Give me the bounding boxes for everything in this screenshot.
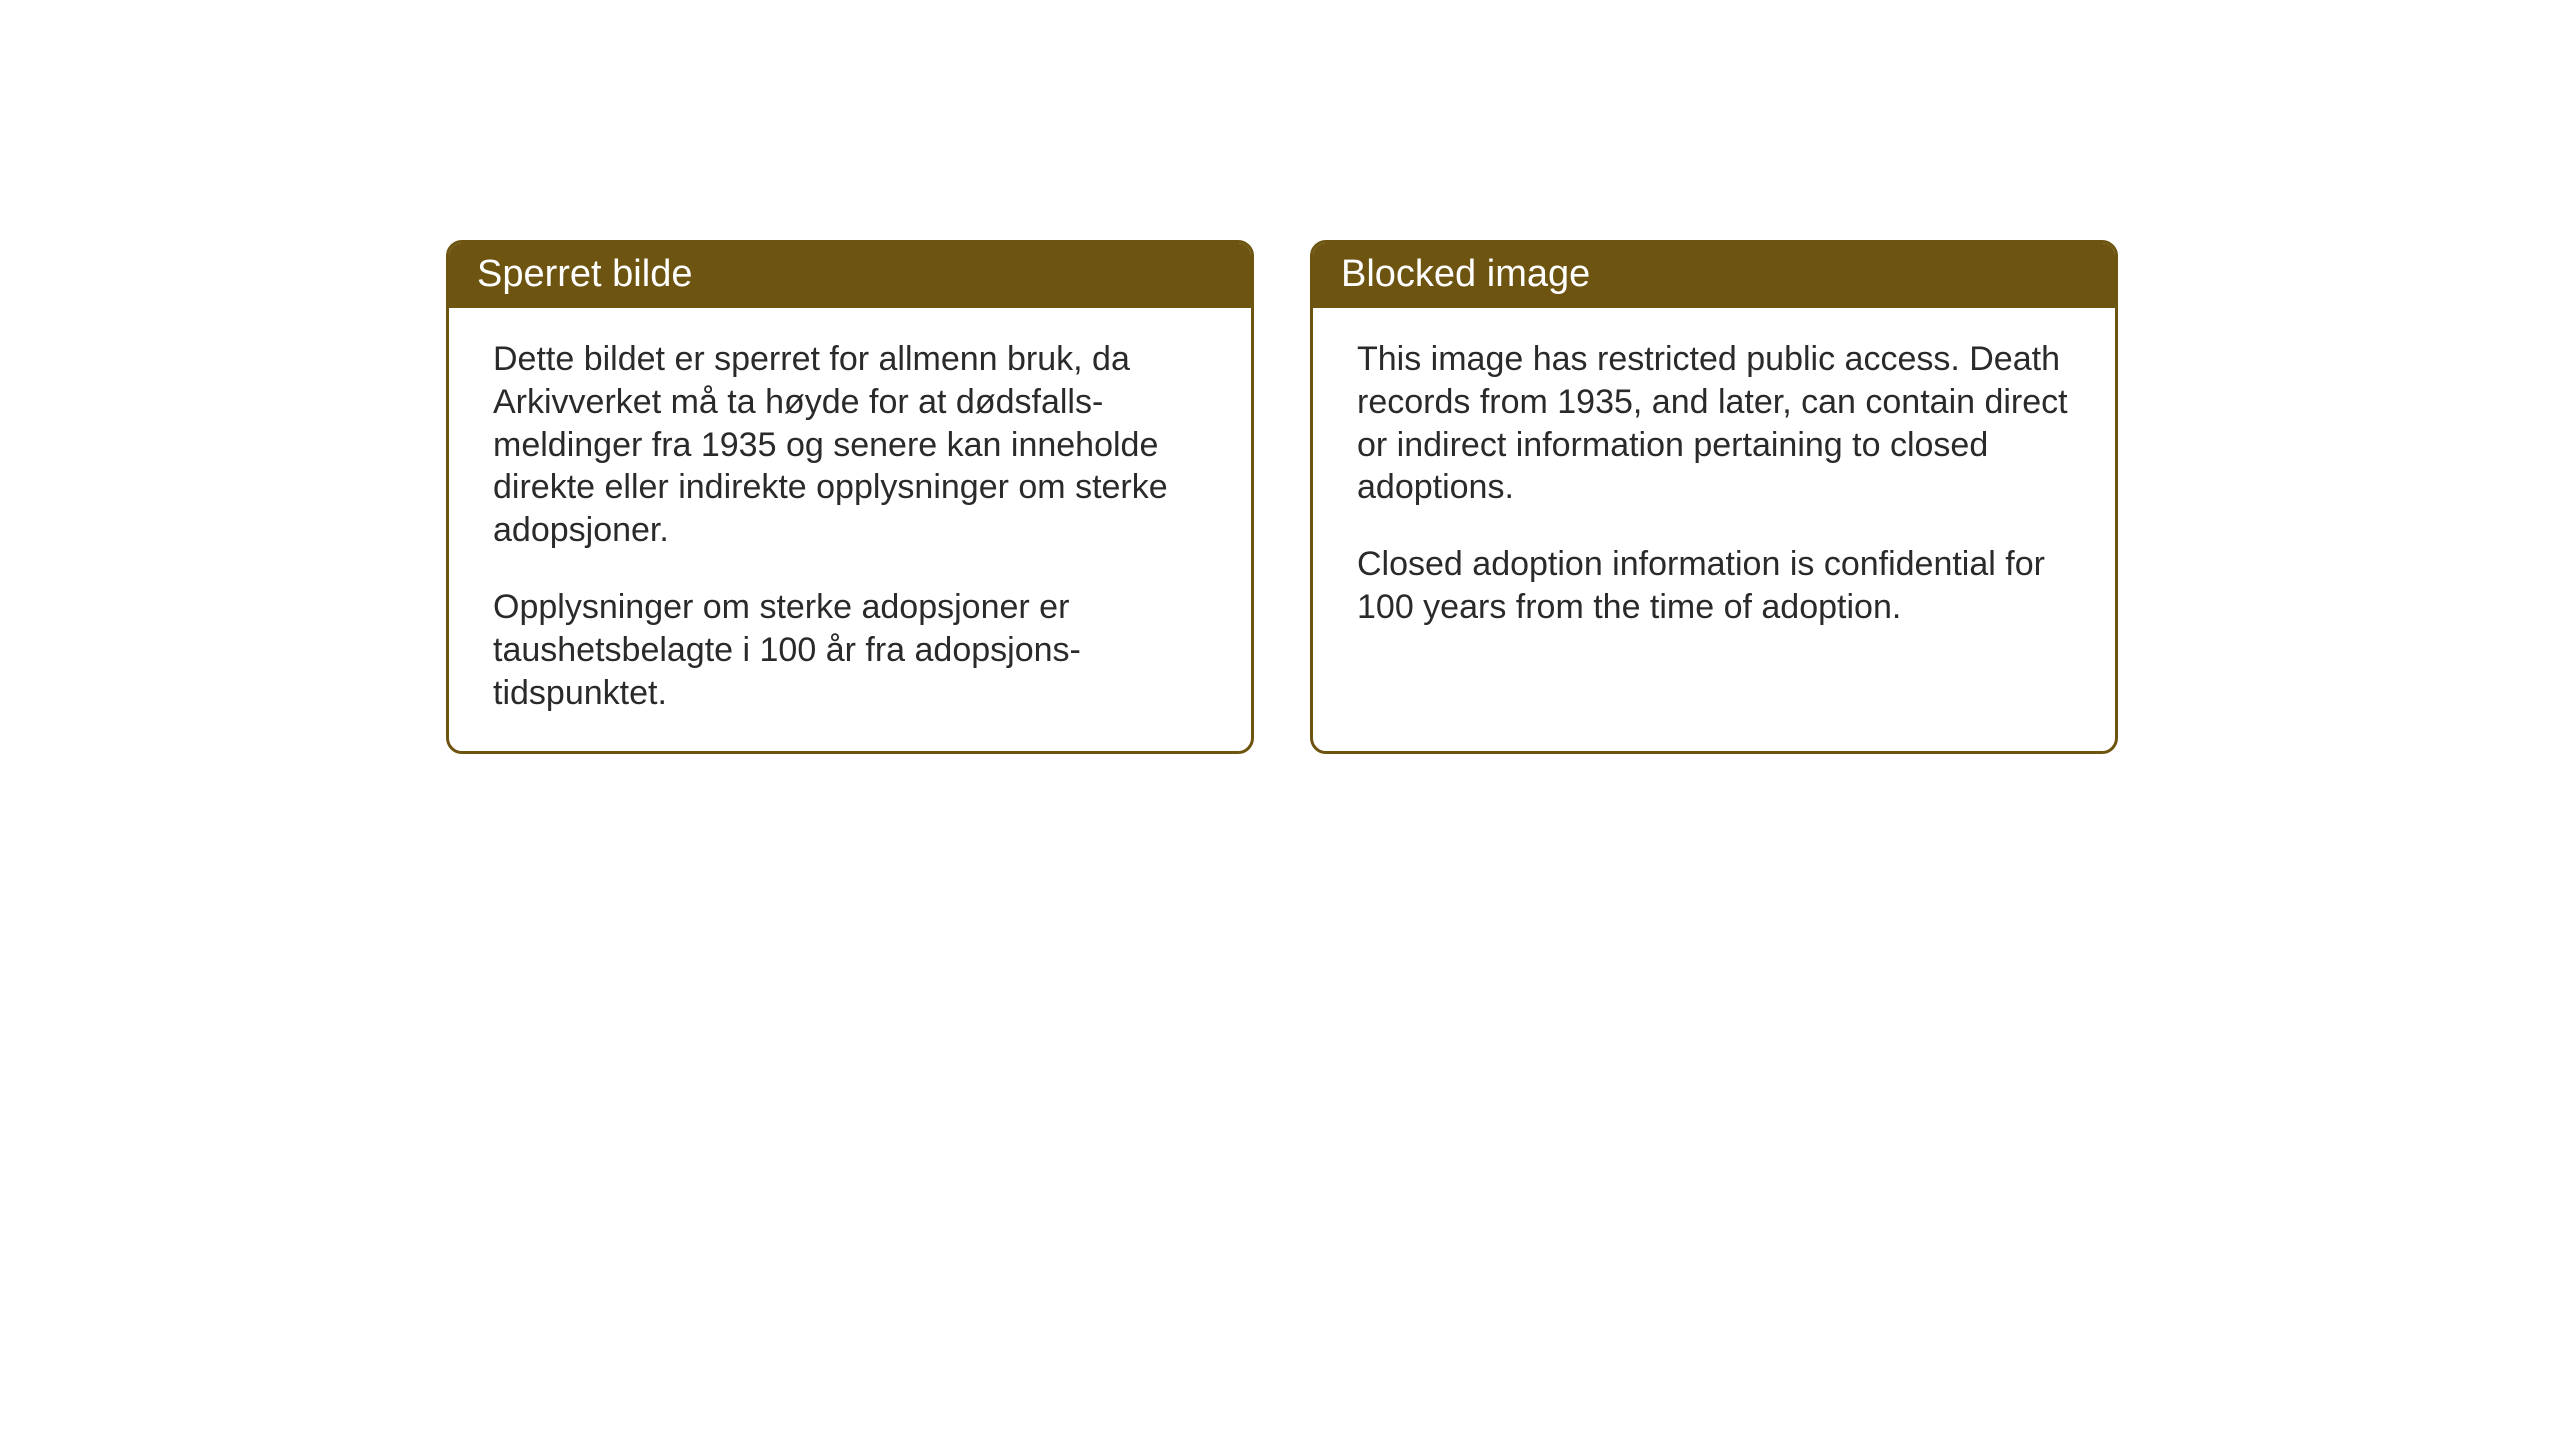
notice-card-english: Blocked image This image has restricted … [1310,240,2118,754]
card-body-english: This image has restricted public access.… [1313,308,2115,748]
card-header-norwegian: Sperret bilde [449,243,1251,308]
notice-card-norwegian: Sperret bilde Dette bildet er sperret fo… [446,240,1254,754]
paragraph-english-2: Closed adoption information is confident… [1357,543,2071,629]
paragraph-norwegian-1: Dette bildet er sperret for allmenn bruk… [493,338,1207,552]
notice-container: Sperret bilde Dette bildet er sperret fo… [446,240,2118,754]
paragraph-english-1: This image has restricted public access.… [1357,338,2071,509]
paragraph-norwegian-2: Opplysninger om sterke adopsjoner er tau… [493,586,1207,714]
card-body-norwegian: Dette bildet er sperret for allmenn bruk… [449,308,1251,751]
card-header-english: Blocked image [1313,243,2115,308]
